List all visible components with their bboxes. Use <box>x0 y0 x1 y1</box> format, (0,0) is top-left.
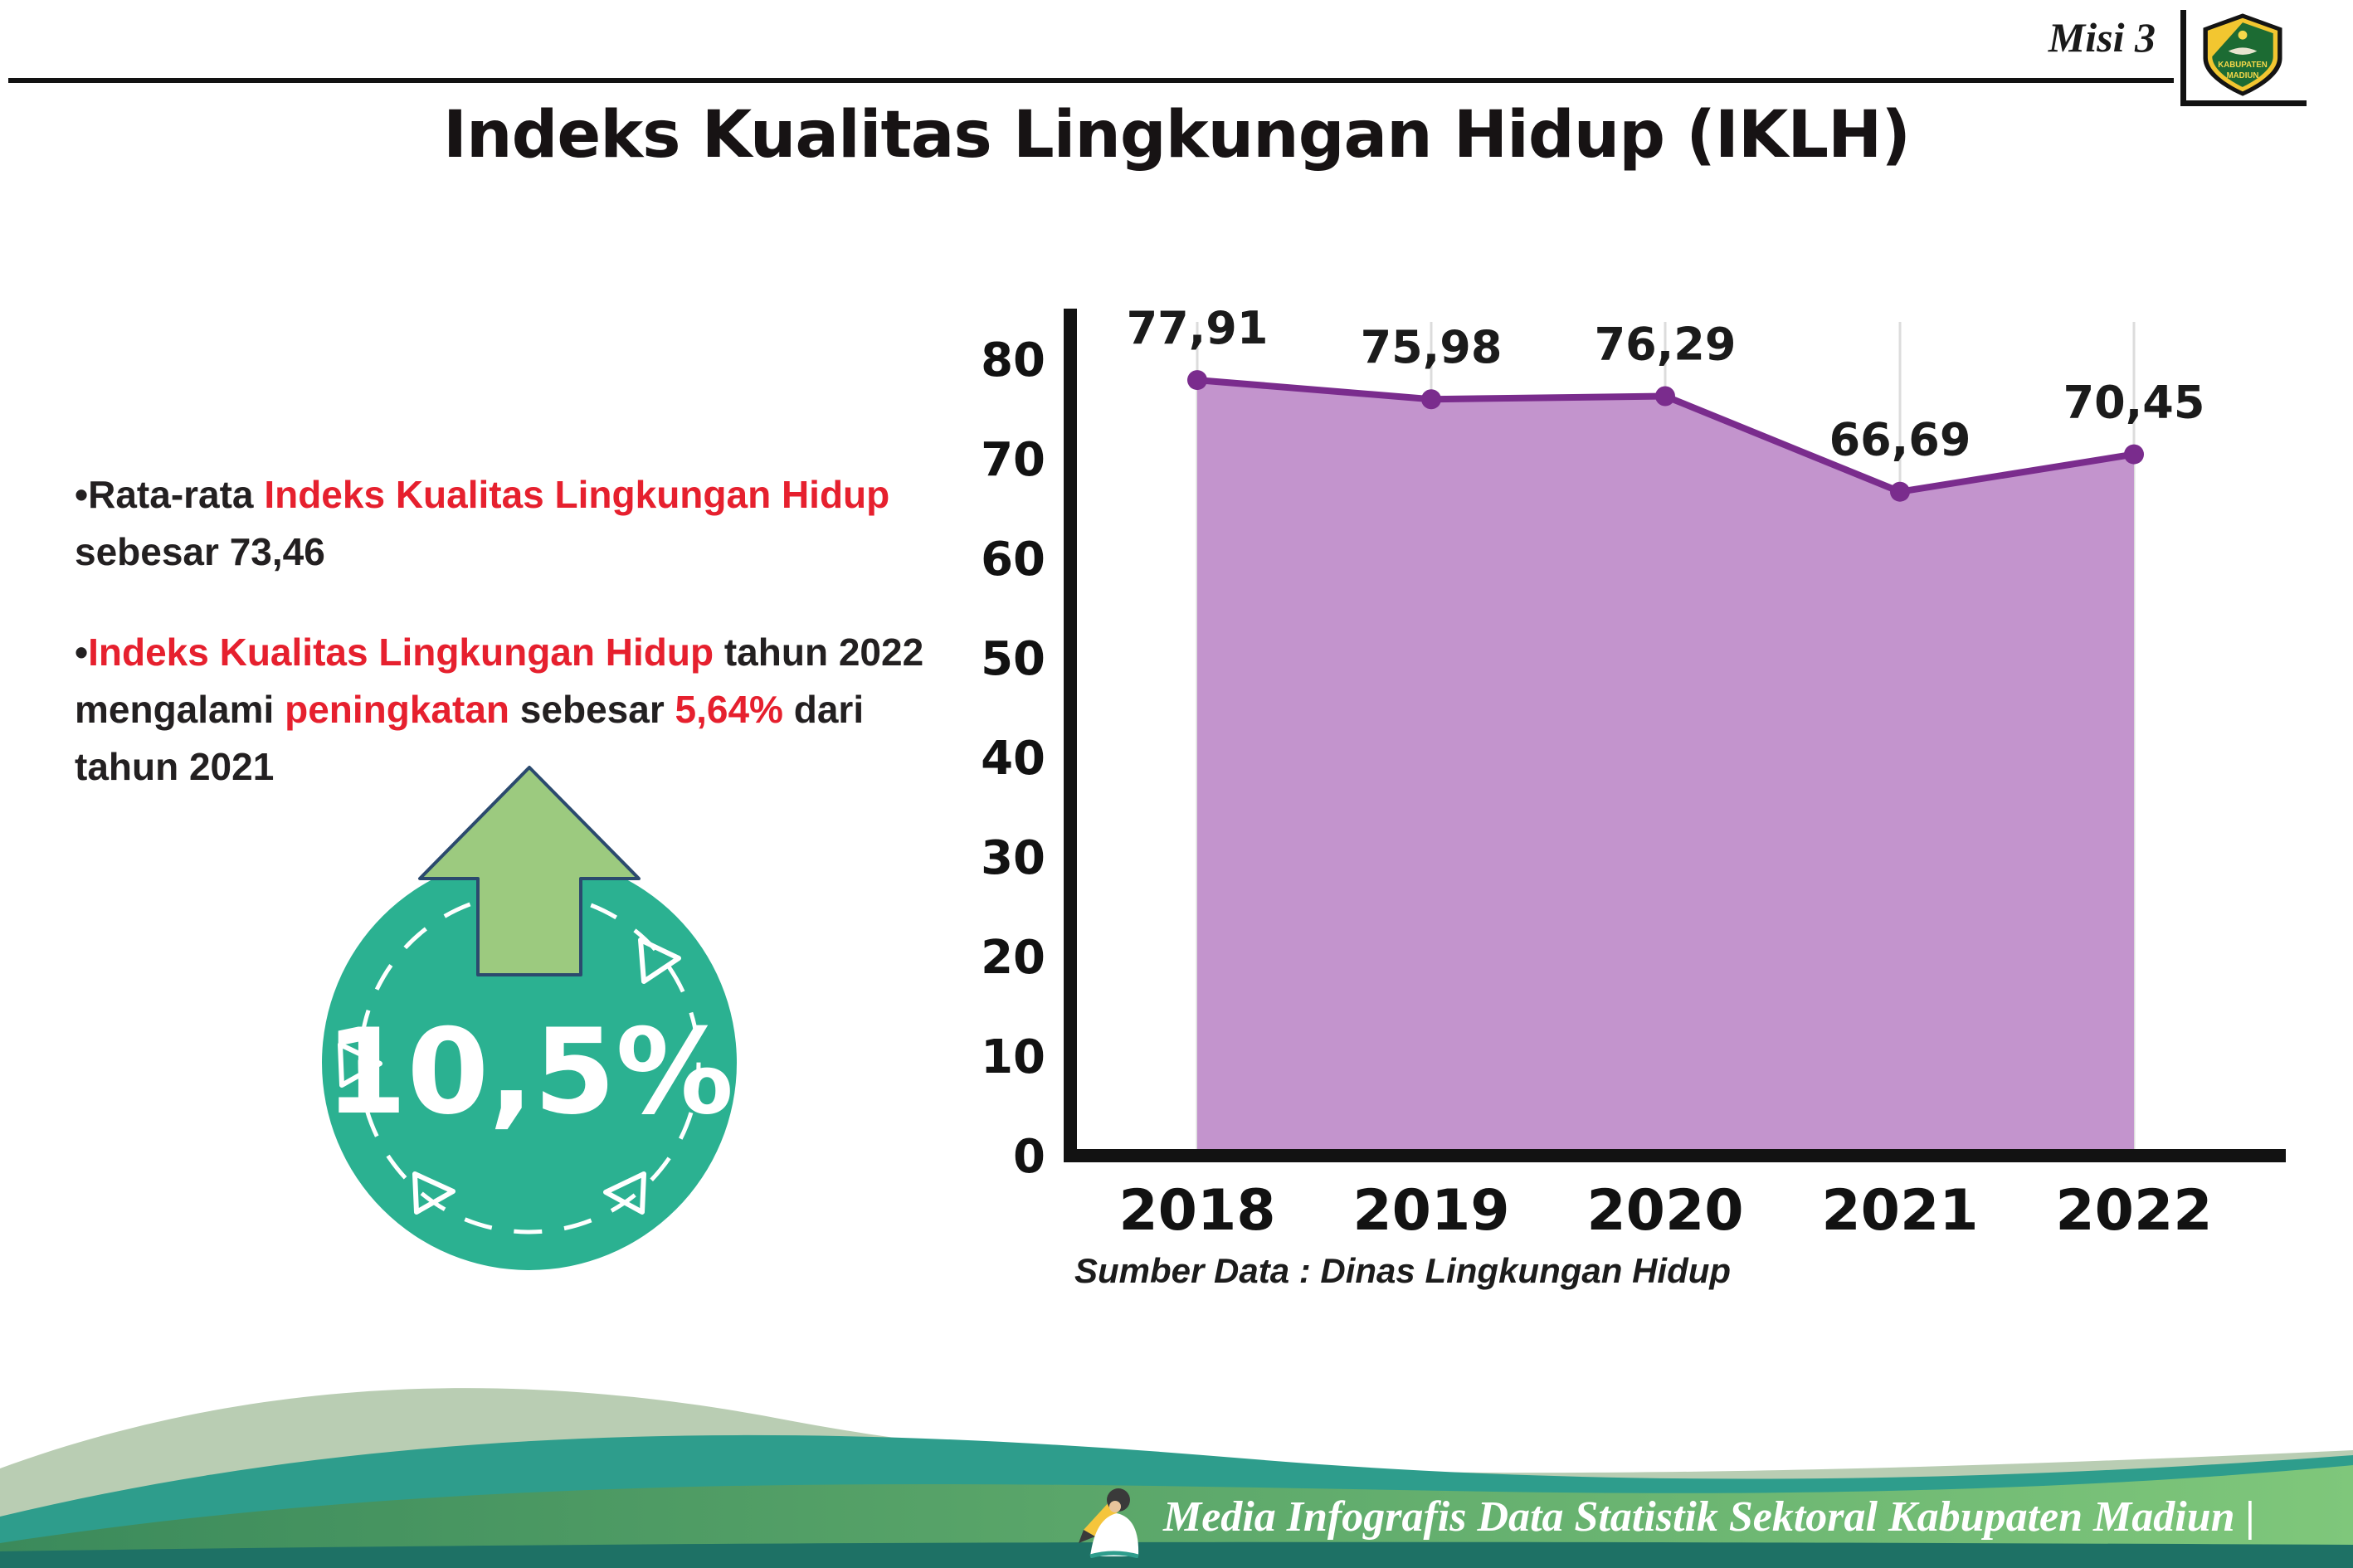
data-point <box>1655 386 1675 407</box>
footer-caption: Media Infografis Data Statistik Sektoral… <box>1162 1493 2255 1541</box>
bullet2-part4: sebesar <box>509 688 675 731</box>
footer-waves <box>0 1388 2353 1568</box>
y-tick-label: 10 <box>981 1030 1045 1084</box>
badge-triangle-right-icon <box>638 937 681 984</box>
y-tick-label: 30 <box>981 831 1045 885</box>
up-arrow-icon <box>418 766 641 976</box>
logo-frame: KABUPATEN MADIUN <box>2180 10 2307 106</box>
data-point <box>1890 481 1910 502</box>
badge-dashed-ring <box>358 891 701 1234</box>
bullet2-part6: dari tahun 2021 <box>75 688 865 788</box>
source-note: Sumber Data : Dinas Lingkungan Hidup <box>1074 1251 1732 1290</box>
bullet2-part3: peningkatan <box>285 688 510 731</box>
data-label: 76,29 <box>1595 319 1737 371</box>
badge-triangle-left-icon <box>338 1042 382 1088</box>
data-point <box>1421 389 1441 410</box>
badge-triangle-bottom-right-icon <box>603 1171 646 1215</box>
bullet-dot: • <box>75 631 89 674</box>
page-title: Indeks Kualitas Lingkungan Hidup (IKLH) <box>443 98 1911 173</box>
footer: Media Infografis Data Statistik Sektoral… <box>1072 1475 2255 1558</box>
bullet2-part2: tahun 2022 mengalami <box>75 631 924 731</box>
data-label: 70,45 <box>2063 377 2205 429</box>
bullet1-part2: Indeks Kualitas Lingkungan Hidup <box>264 473 890 516</box>
bullet2-part5: 5,64% <box>675 688 783 731</box>
badge-triangle-bottom-left-icon <box>412 1171 455 1215</box>
y-tick-label: 80 <box>981 334 1045 387</box>
y-tick-label: 0 <box>1013 1130 1045 1184</box>
key-points: •Rata-rata Indeks Kualitas Lingkungan Hi… <box>75 466 942 839</box>
increase-badge: 10,5% <box>322 766 737 1270</box>
data-label: 66,69 <box>1829 414 1971 466</box>
y-tick-label: 40 <box>981 732 1045 786</box>
misi-label: Misi 3 <box>2048 14 2156 61</box>
bullet-average-iklh: •Rata-rata Indeks Kualitas Lingkungan Hi… <box>75 466 942 581</box>
kabupaten-madiun-logo-icon: KABUPATEN MADIUN <box>2203 13 2282 96</box>
area-fill <box>1197 380 2134 1156</box>
y-tick-label: 70 <box>981 433 1045 487</box>
bullet1-part1: Rata-rata <box>88 473 265 516</box>
logo-text-line2: MADIUN <box>2227 71 2259 80</box>
iklh-area-chart: 77,91 75,98 76,29 66,69 70,45 0 10 20 30 40 50 60 70… <box>981 302 2286 1244</box>
data-label: 75,98 <box>1361 321 1503 373</box>
bullet-increase-2022: •Indeks Kualitas Lingkungan Hidup tahun … <box>75 624 942 796</box>
y-tick-label: 50 <box>981 632 1045 686</box>
x-tick-label: 2020 <box>1586 1178 1743 1244</box>
y-tick-label: 60 <box>981 533 1045 587</box>
bullet2-part1: Indeks Kualitas Lingkungan Hidup <box>88 631 714 674</box>
x-tick-label: 2019 <box>1352 1178 1509 1244</box>
data-label: 77,91 <box>1127 302 1269 354</box>
logo-star <box>2238 30 2248 40</box>
data-point <box>1187 370 1207 391</box>
wave-green <box>0 1465 2353 1568</box>
header-rule <box>8 78 2174 83</box>
y-tick-label: 20 <box>981 931 1045 985</box>
writer-mascot-icon <box>1078 1488 1139 1558</box>
badge-value: 10,5% <box>325 1004 734 1141</box>
bullet1-part3: sebesar 73,46 <box>75 530 325 573</box>
x-tick-label: 2018 <box>1118 1178 1275 1244</box>
bullet-dot: • <box>75 473 89 516</box>
badge-circle <box>322 855 737 1270</box>
x-tick-label: 2022 <box>2055 1178 2212 1244</box>
logo-text-line1: KABUPATEN <box>2218 61 2268 70</box>
data-point <box>2124 444 2144 465</box>
wave-bottom-strip <box>0 1541 2353 1568</box>
x-tick-label: 2021 <box>1821 1178 1978 1244</box>
